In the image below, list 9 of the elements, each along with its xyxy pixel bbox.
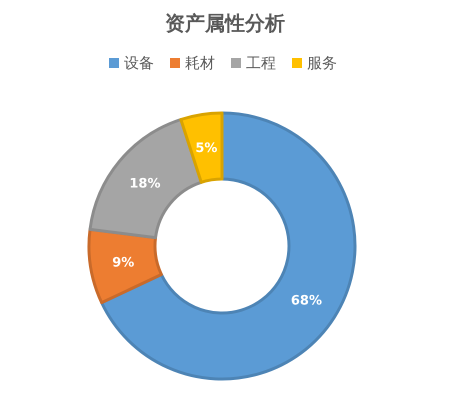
legend-label: 耗材 xyxy=(185,54,215,72)
legend-label: 工程 xyxy=(246,54,276,72)
data-label: 5% xyxy=(195,141,218,156)
data-label: 18% xyxy=(129,176,161,192)
data-label: 68% xyxy=(290,294,322,309)
data-label: 9% xyxy=(112,256,134,271)
legend-label: 设备 xyxy=(124,54,154,72)
chart-title: 资产属性分析 xyxy=(165,11,285,35)
legend-label: 服务 xyxy=(307,54,337,72)
